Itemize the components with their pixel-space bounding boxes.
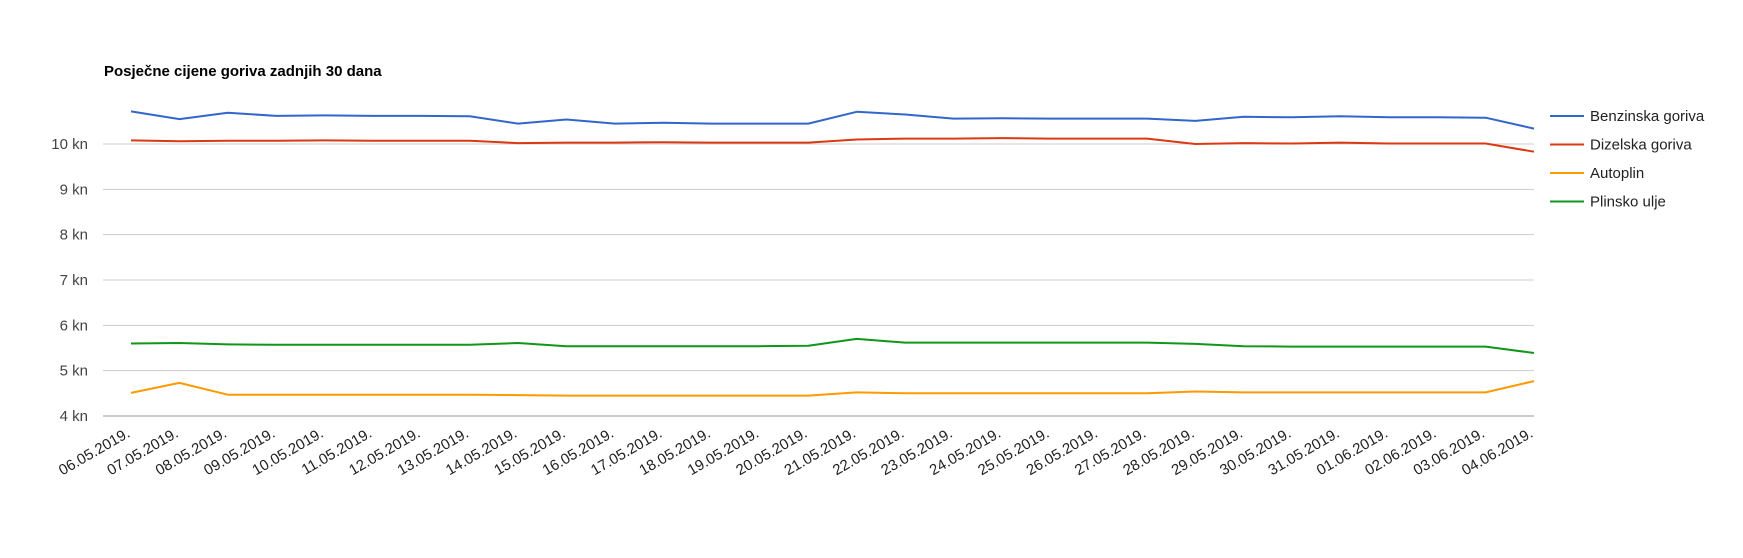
legend-item-dizelska-goriva[interactable]: Dizelska goriva [1550,137,1692,154]
legend-label: Plinsko ulje [1590,194,1666,211]
legend[interactable]: Benzinska goriva Dizelska goriva Autoplin P… [1550,108,1705,211]
gridlines [103,143,1534,417]
y-axis-ticks: 4 kn 5 kn 6 kn 7 kn 8 kn 9 kn 10 kn [51,136,88,425]
y-tick-label: 9 kn [60,181,88,198]
series-line-benzinska-goriva [130,110,1535,130]
y-tick-label: 7 kn [60,272,88,289]
y-tick-label: 10 kn [51,136,88,153]
y-tick-label: 6 kn [60,317,88,334]
y-tick-label: 5 kn [60,363,88,380]
series-line-autoplin [130,380,1535,397]
legend-label: Benzinska goriva [1590,108,1705,125]
legend-item-benzinska-goriva[interactable]: Benzinska goriva [1550,108,1705,125]
legend-item-plinsko-ulje[interactable]: Plinsko ulje [1550,194,1666,211]
chart-title: Posječne cijene goriva zadnjih 30 dana [104,63,382,80]
series-line-dizelska-goriva [130,137,1535,153]
legend-label: Autoplin [1590,165,1644,182]
y-tick-label: 4 kn [60,408,88,425]
x-axis-ticks: 06.05.2019.07.05.2019.08.05.2019.09.05.2… [56,425,1536,479]
y-tick-label: 8 kn [60,227,88,244]
legend-item-autoplin[interactable]: Autoplin [1550,165,1644,182]
series-line-plinsko-ulje [130,337,1535,354]
series-lines [130,110,1535,397]
legend-label: Dizelska goriva [1590,137,1692,154]
